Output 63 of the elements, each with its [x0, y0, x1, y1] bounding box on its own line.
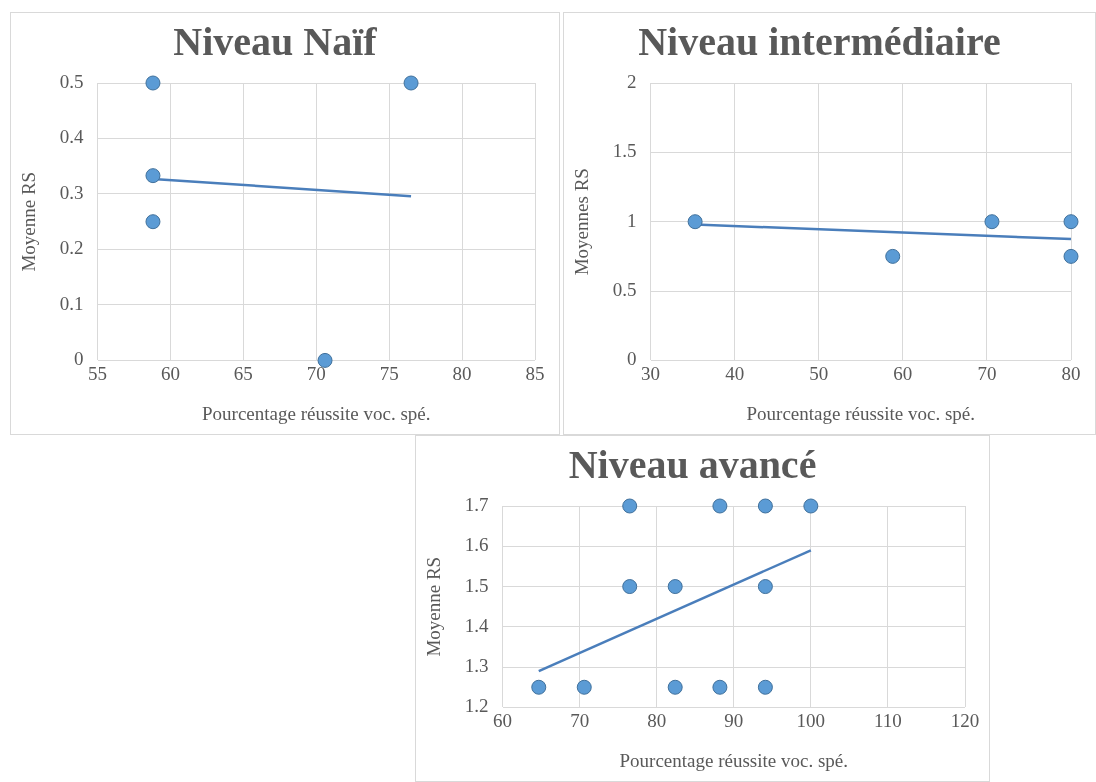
x-axis-title: Pourcentage réussite voc. spé. [202, 402, 431, 424]
point [403, 75, 419, 91]
x-tick-label: 60 [160, 362, 180, 384]
y-axis-title: Moyennes RS [571, 168, 593, 276]
point [667, 579, 683, 595]
x-tick-label: 110 [874, 709, 902, 731]
x-tick-label: 85 [525, 362, 545, 384]
y-tick-label: 0.4 [59, 126, 85, 148]
x-tick-label: 100 [796, 709, 826, 731]
y-tick-label: 2 [627, 70, 637, 92]
point [712, 679, 728, 695]
chart-title: Niveau avancé [568, 442, 817, 488]
y-tick-label: 1.7 [464, 493, 489, 515]
y-axis-title: Moyenne RS [18, 171, 40, 272]
x-tick-label: 70 [306, 362, 326, 384]
y-tick-label: 0.5 [59, 70, 84, 92]
point [757, 579, 773, 595]
point [667, 679, 683, 695]
y-tick-label: 1.5 [612, 140, 637, 162]
x-axis-title: Pourcentage réussite voc. spé. [746, 402, 976, 424]
x-tick-label: 40 [725, 362, 745, 384]
x-tick-label: 70 [570, 709, 590, 731]
point [757, 498, 773, 514]
y-tick-label: 0.3 [59, 181, 84, 203]
x-tick-label: 60 [893, 362, 913, 384]
point [622, 579, 638, 595]
point [531, 679, 547, 695]
x-tick-label: 90 [724, 709, 744, 731]
x-axis-title: Pourcentage réussite voc. spé. [619, 749, 849, 771]
x-tick-label: 65 [233, 362, 253, 384]
point [145, 168, 161, 184]
x-tick-label: 30 [641, 362, 661, 384]
y-tick-label: 0.2 [59, 237, 84, 259]
y-tick-label: 1.5 [464, 574, 489, 596]
point [317, 352, 333, 368]
y-tick-label: 1.3 [464, 655, 489, 677]
point [145, 214, 161, 230]
x-tick-label: 60 [493, 709, 513, 731]
x-tick-label: 80 [1061, 362, 1081, 384]
y-tick-label: 1.6 [464, 534, 489, 556]
point [803, 498, 819, 514]
x-tick-label: 120 [950, 709, 980, 731]
y-tick-label: 0 [627, 348, 637, 370]
x-tick-label: 75 [379, 362, 399, 384]
point [622, 498, 638, 514]
y-axis-title: Moyenne RS [423, 556, 445, 657]
x-tick-label: 70 [977, 362, 997, 384]
y-tick-label: 1 [627, 209, 637, 231]
y-tick-label: 0.5 [612, 279, 637, 301]
point [145, 75, 161, 91]
x-tick-label: 80 [647, 709, 667, 731]
x-tick-label: 50 [809, 362, 829, 384]
point [757, 679, 773, 695]
point [712, 498, 728, 514]
y-tick-label: 1.4 [464, 614, 490, 636]
x-tick-label: 80 [452, 362, 472, 384]
point [576, 679, 592, 695]
x-tick-label: 55 [88, 362, 108, 384]
chart-title: Niveau intermédiaire [638, 19, 1001, 65]
chart-title: Niveau Naïf [173, 19, 378, 65]
y-tick-label: 1.2 [464, 695, 489, 717]
y-tick-label: 0 [74, 348, 84, 370]
y-tick-label: 0.1 [59, 292, 84, 314]
